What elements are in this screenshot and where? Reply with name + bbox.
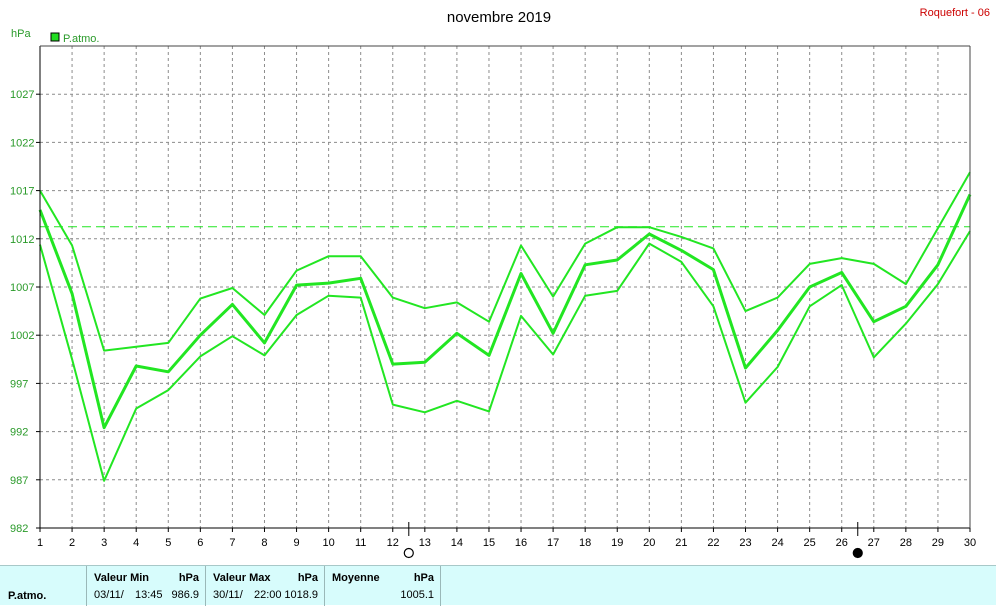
x-tick-label: 19 [611, 537, 623, 549]
y-tick-label: 982 [10, 523, 28, 535]
mean-cell: Moyenne hPa 1005.1 [324, 566, 440, 606]
x-tick-label: 6 [197, 537, 203, 549]
max-date: 30/11/ [213, 589, 243, 601]
x-tick-label: 29 [932, 537, 944, 549]
x-tick-label: 9 [293, 537, 299, 549]
x-tick-label: 11 [355, 537, 366, 549]
moon-last-quarter-icon [852, 547, 863, 559]
legend-swatch [50, 32, 60, 42]
min-unit: hPa [178, 572, 199, 584]
pressure-chart: novembre 2019 Roquefort - 06 hPa P.atmo.… [10, 7, 990, 559]
x-tick-label: 1 [37, 537, 43, 549]
x-tick-label: 2 [69, 537, 75, 549]
x-tick-label: 20 [643, 537, 655, 549]
moon-first-quarter-icon [403, 547, 414, 559]
mean-unit: hPa [413, 572, 434, 584]
x-tick-label: 23 [739, 537, 751, 549]
y-tick-label: 1022 [10, 137, 34, 149]
station-name: Roquefort - 06 [920, 7, 990, 19]
stats-footer: P.atmo. Valeur Min hPa 03/11/ 13:45 986.… [0, 565, 996, 606]
x-tick-label: 15 [483, 537, 495, 549]
y-tick-label: 1012 [10, 234, 34, 246]
x-tick-label: 12 [387, 537, 399, 549]
max-title: Valeur Max [213, 572, 271, 584]
series-line-max [39, 171, 971, 352]
series-lines [38, 171, 972, 482]
x-tick-label: 28 [900, 537, 912, 549]
max-cell: Valeur Max hPa 30/11/ 22:00 1018.9 [205, 566, 324, 606]
x-tick-label: 4 [133, 537, 139, 549]
max-unit: hPa [297, 572, 318, 584]
min-time: 13:45 [135, 589, 163, 601]
min-date: 03/11/ [94, 589, 124, 601]
series-line-min [39, 230, 971, 482]
mean-title: Moyenne [332, 572, 380, 584]
footer-empty-cell [440, 566, 996, 606]
min-value: 986.9 [171, 589, 199, 601]
x-tick-label: 25 [804, 537, 816, 549]
y-tick-label: 987 [10, 475, 28, 487]
x-tick-label: 7 [229, 537, 235, 549]
y-tick-label: 1002 [10, 330, 34, 342]
series-line-avg [38, 193, 972, 430]
x-tick-label: 5 [165, 537, 171, 549]
min-title: Valeur Min [94, 572, 150, 584]
x-tick-label: 24 [771, 537, 783, 549]
x-tick-label: 14 [451, 537, 463, 549]
x-tick-label: 27 [868, 537, 880, 549]
y-tick-label: 1017 [10, 186, 34, 198]
max-value: 1018.9 [284, 589, 318, 601]
x-tick-label: 30 [964, 537, 976, 549]
moon-markers [403, 522, 863, 559]
x-tick-label: 26 [836, 537, 848, 549]
max-time: 22:00 [254, 589, 282, 601]
x-tick-label: 13 [419, 537, 431, 549]
footer-row-label: P.atmo. [8, 590, 47, 602]
y-unit-label: hPa [11, 28, 31, 40]
x-tick-label: 17 [547, 537, 559, 549]
x-tick-label: 21 [675, 537, 687, 549]
chart-title: novembre 2019 [447, 9, 551, 26]
y-tick-label: 997 [10, 378, 28, 390]
x-tick-label: 18 [579, 537, 591, 549]
x-tick-labels: 1 2 3 4 5 6 7 8 9 10 11 12 13 14 15 16 17 18 19 20 21 22 23 24 2… [37, 528, 976, 549]
x-tick-label: 16 [515, 537, 527, 549]
x-tick-label: 3 [101, 537, 107, 549]
min-cell: Valeur Min hPa 03/11/ 13:45 986.9 [86, 566, 205, 606]
mean-value: 1005.1 [400, 589, 434, 601]
x-tick-label: 8 [261, 537, 267, 549]
x-tick-label: 22 [707, 537, 719, 549]
y-tick-labels: 982 987 992 997 1002 1007 1012 1017 1022 1027 [10, 89, 40, 535]
legend-label: P.atmo. [63, 33, 100, 45]
x-tick-label: 10 [322, 537, 334, 549]
y-tick-label: 1027 [10, 89, 34, 101]
y-tick-label: 1007 [10, 282, 34, 294]
grid [40, 46, 971, 528]
y-tick-label: 992 [10, 427, 28, 439]
